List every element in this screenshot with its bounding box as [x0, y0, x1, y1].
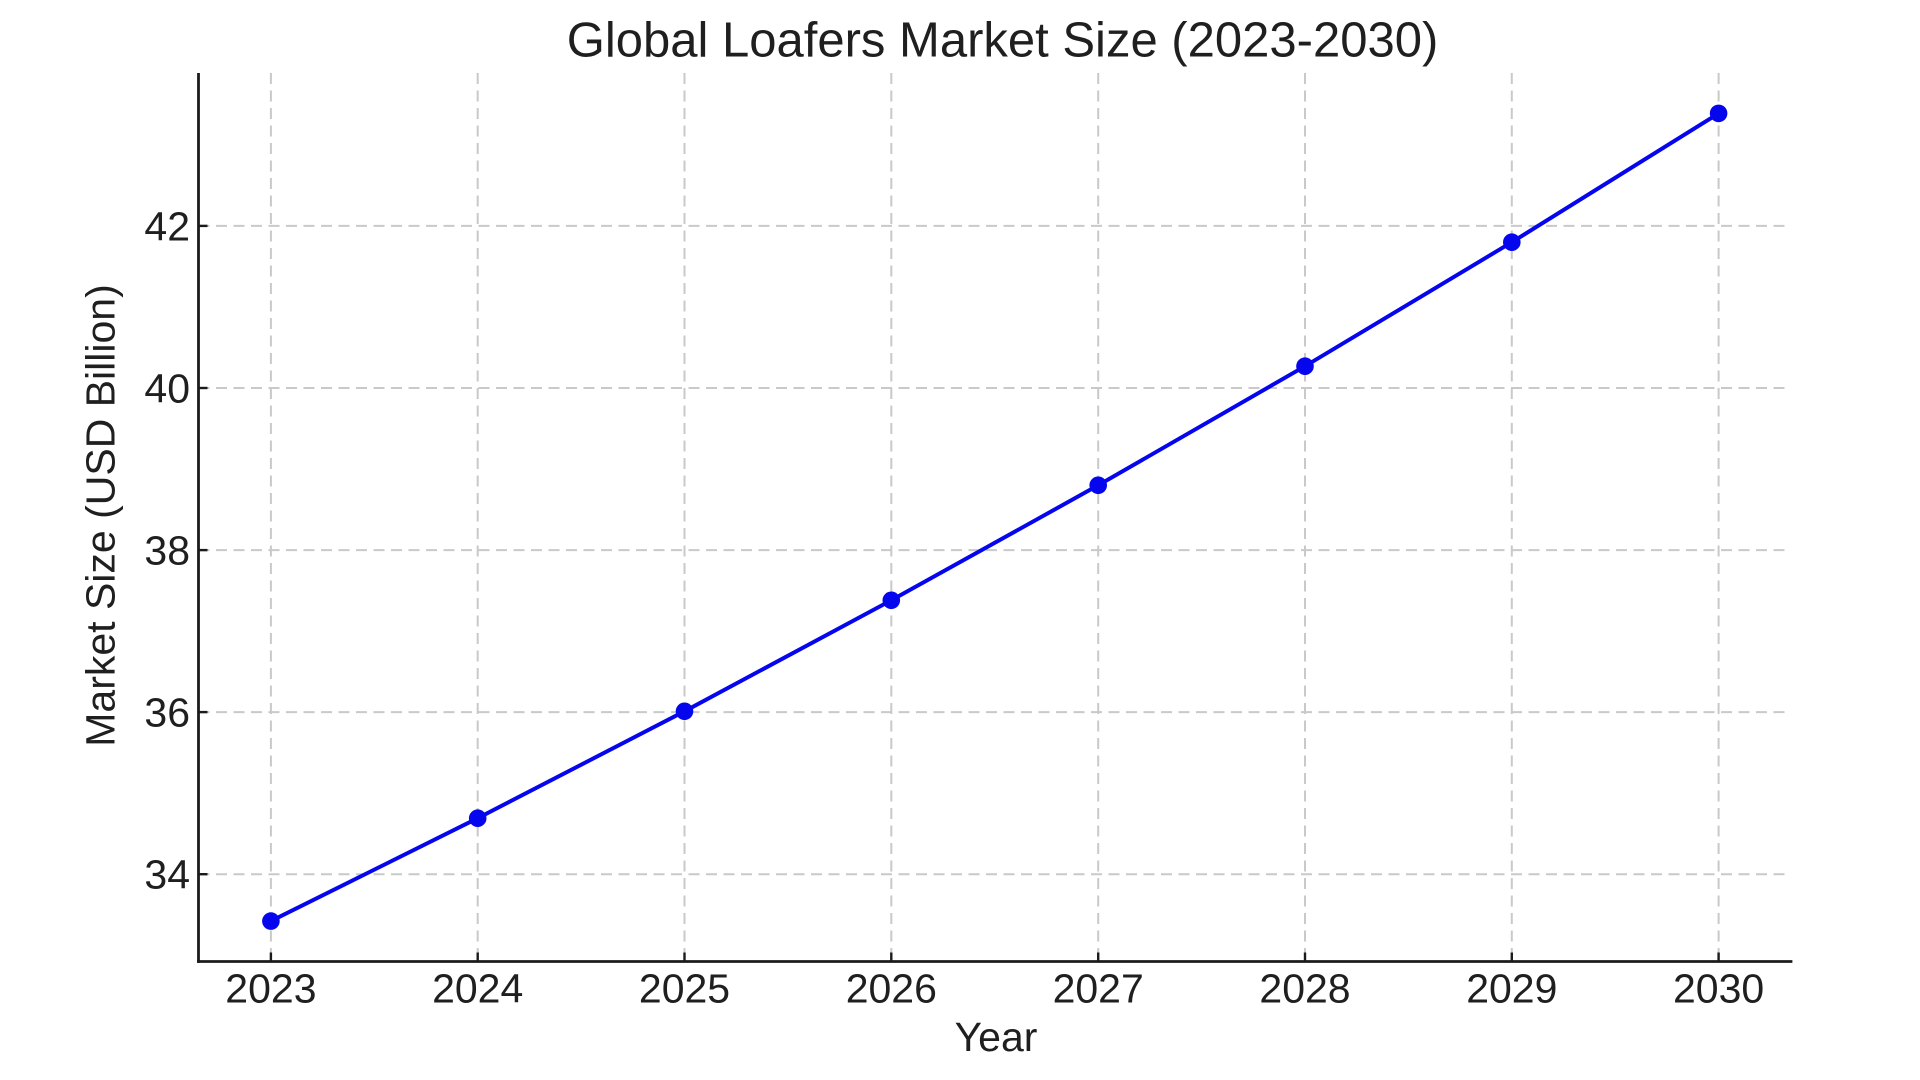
svg-text:2025: 2025	[639, 966, 730, 1012]
svg-text:38: 38	[144, 528, 190, 574]
svg-text:Global Loafers Market Size (20: Global Loafers Market Size (2023-2030)	[567, 14, 1439, 68]
svg-text:Market Size (USD Billion): Market Size (USD Billion)	[78, 284, 124, 747]
svg-text:2028: 2028	[1259, 966, 1350, 1012]
svg-text:42: 42	[144, 203, 190, 249]
svg-text:36: 36	[144, 690, 190, 736]
svg-text:2026: 2026	[846, 966, 937, 1012]
svg-text:2029: 2029	[1466, 966, 1557, 1012]
svg-text:2030: 2030	[1673, 966, 1764, 1012]
svg-text:40: 40	[144, 366, 190, 412]
svg-text:2024: 2024	[432, 966, 523, 1012]
svg-text:2027: 2027	[1053, 966, 1144, 1012]
svg-text:34: 34	[144, 852, 190, 898]
svg-text:Year: Year	[955, 1014, 1038, 1060]
svg-text:2023: 2023	[225, 966, 316, 1012]
